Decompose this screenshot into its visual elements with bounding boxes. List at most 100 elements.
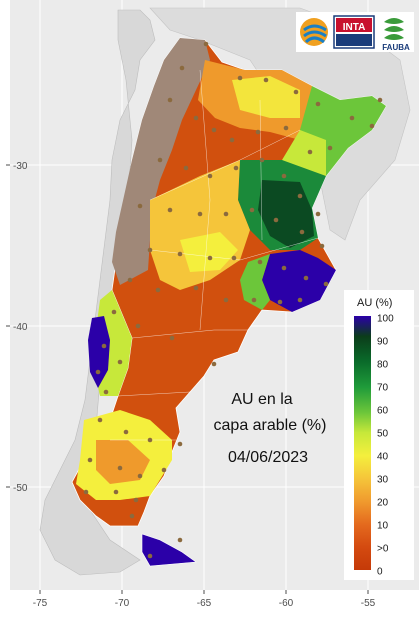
station-dot [377, 97, 383, 103]
station-dot [263, 77, 269, 83]
legend-label: 20 [377, 498, 389, 509]
station-dot [147, 437, 153, 443]
legend-labels: 100 90 80 70 60 50 40 30 20 10 >0 0 [371, 314, 394, 578]
station-dot [147, 247, 153, 253]
legend-label: >0 [377, 544, 389, 555]
station-dot [273, 217, 279, 223]
station-dot [111, 309, 117, 315]
legend-label: 90 [377, 337, 389, 348]
y-tick-label: -30 [13, 161, 28, 172]
station-dot [319, 243, 325, 249]
logo-bar: INTA FAUBA [296, 12, 414, 52]
patagonia-west-saturated [88, 316, 110, 388]
station-dot [133, 497, 139, 503]
station-dot [277, 299, 283, 305]
x-axis-ticks: -75 -70 -65 -60 -55 [33, 590, 376, 609]
station-dot [369, 123, 375, 129]
buenos-aires-wet-rim [240, 254, 270, 310]
fauba-logo: FAUBA [382, 18, 410, 52]
y-axis-ticks: -30 -40 -50 [6, 161, 28, 494]
station-dot [327, 145, 333, 151]
station-dot [299, 229, 305, 235]
annotation-date: 04/06/2023 [228, 449, 308, 466]
x-tick-label: -55 [361, 598, 376, 609]
station-dot [177, 441, 183, 447]
annotation-line2: capa arable (%) [214, 417, 327, 434]
station-dot [315, 101, 321, 107]
station-dot [157, 157, 163, 163]
station-dot [137, 473, 143, 479]
station-dot [251, 297, 257, 303]
legend-label: 30 [377, 475, 389, 486]
station-dot [179, 65, 185, 71]
legend-colorbar [354, 316, 371, 570]
annotation-line1: AU en la [231, 391, 292, 408]
tierra-del-fuego [141, 533, 197, 567]
station-dot [87, 457, 93, 463]
station-dot [155, 287, 161, 293]
station-dot [123, 429, 129, 435]
central-yellow-core [180, 232, 238, 272]
station-dot [169, 335, 175, 341]
legend-label: 60 [377, 406, 389, 417]
station-dot [281, 173, 287, 179]
station-dot [117, 465, 123, 471]
station-dot [207, 173, 213, 179]
station-dot [207, 255, 213, 261]
station-dot [293, 89, 299, 95]
station-dot [167, 97, 173, 103]
station-dot [303, 275, 309, 281]
station-dot [203, 41, 209, 47]
station-dot [231, 255, 237, 261]
station-dot [211, 361, 217, 367]
legend-title: AU (%) [357, 297, 392, 309]
station-dot [315, 211, 321, 217]
x-tick-label: -70 [115, 598, 130, 609]
station-dot [177, 251, 183, 257]
station-dot [257, 259, 263, 265]
station-dot [113, 489, 119, 495]
station-dot [101, 343, 107, 349]
station-dot [223, 211, 229, 217]
legend-label: 40 [377, 452, 389, 463]
station-dot [281, 265, 287, 271]
x-tick-label: -75 [33, 598, 48, 609]
station-dot [193, 285, 199, 291]
station-dot [167, 207, 173, 213]
weather-stations [83, 41, 383, 559]
inta-logo: INTA [333, 15, 375, 49]
station-dot [349, 115, 355, 121]
station-dot [161, 467, 167, 473]
north-yellow-zone [232, 76, 300, 118]
legend: AU (%) 100 90 80 70 60 50 40 30 20 10 >0 0 [344, 290, 414, 580]
station-dot [129, 513, 135, 519]
station-dot [83, 489, 89, 495]
station-dot [137, 203, 143, 209]
station-dot [95, 369, 101, 375]
station-dot [117, 359, 123, 365]
station-dot [259, 157, 265, 163]
legend-label: 10 [377, 521, 389, 532]
legend-label: 50 [377, 429, 389, 440]
legend-label: 80 [377, 360, 389, 371]
legend-label: 70 [377, 383, 389, 394]
station-dot [211, 127, 217, 133]
station-dot [147, 553, 153, 559]
station-dot [193, 115, 199, 121]
ora-logo [300, 18, 328, 46]
x-tick-label: -65 [197, 598, 212, 609]
station-dot [283, 125, 289, 131]
station-dot [103, 389, 109, 395]
inta-logo-text: INTA [343, 22, 366, 33]
station-dot [297, 297, 303, 303]
station-dot [135, 323, 141, 329]
station-dot [307, 149, 313, 155]
station-dot [177, 537, 183, 543]
legend-label: 100 [377, 314, 394, 325]
station-dot [197, 211, 203, 217]
buenos-aires-saturated-zone [262, 250, 336, 312]
y-tick-label: -50 [13, 483, 28, 494]
south-orange-zone [96, 440, 150, 484]
